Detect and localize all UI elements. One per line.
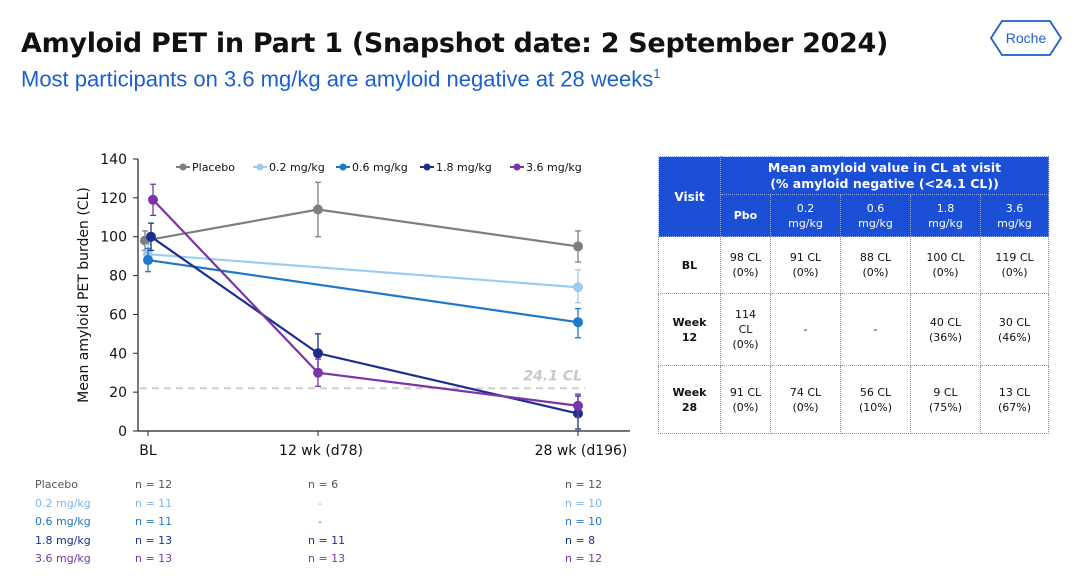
table-header-dose: Pbo <box>720 194 771 237</box>
data-point <box>148 194 158 205</box>
y-tick-label: 0 <box>118 424 127 440</box>
legend-swatch-marker <box>339 163 347 171</box>
n-count-value: n = 11 <box>135 515 173 528</box>
subtitle-footnote-ref: 1 <box>653 66 661 81</box>
table-cell: 91 CL (0%) <box>770 236 841 294</box>
data-point <box>143 255 153 266</box>
y-tick-label: 80 <box>109 269 127 285</box>
data-point <box>573 282 583 293</box>
roche-logo: Roche <box>990 20 1062 56</box>
y-tick-label: 140 <box>100 152 127 168</box>
table-cell: 91 CL (0%) <box>720 365 771 434</box>
legend-swatch-marker <box>179 163 187 171</box>
table-header-dose: 1.8 mg/kg <box>910 194 981 237</box>
series-line-2 <box>147 258 579 324</box>
y-tick-label: 20 <box>109 385 127 401</box>
n-count-group-label: Placebo <box>35 478 78 491</box>
table-row: Week 28 91 CL (0%) 74 CL (0%) 56 CL (10%) 9 CL (7… <box>658 365 1049 434</box>
data-point <box>313 348 323 359</box>
n-count-value: n = 11 <box>308 533 346 547</box>
table-cell: - <box>840 293 911 366</box>
table-row-visit: Week 12 <box>658 293 721 366</box>
n-count-group-label: 1.8 mg/kg <box>35 533 91 547</box>
n-count-group-label: 0.6 mg/kg <box>35 515 91 528</box>
table-cell: 9 CL (75%) <box>910 365 981 434</box>
n-count-value: n = 13 <box>135 533 173 547</box>
n-count-row: 0.6 mg/kg n = 11 - n = 10 <box>0 515 640 531</box>
page-subtitle: Most participants on 3.6 mg/kg are amylo… <box>21 66 660 92</box>
table-header-dose: 0.6 mg/kg <box>840 194 911 237</box>
n-count-group-label: 3.6 mg/kg <box>35 552 91 565</box>
series-line-0 <box>144 208 579 248</box>
table-row: BL 98 CL (0%) 91 CL (0%) 88 CL (0%) 100 CL (0%) 1… <box>658 236 1049 294</box>
legend-label: 0.6 mg/kg <box>352 161 408 174</box>
n-count-value: - <box>318 496 322 510</box>
table-cell: 13 CL (67%) <box>980 365 1049 434</box>
table-cell: 98 CL (0%) <box>720 236 771 294</box>
amyloid-pet-chart: 0 20 40 60 80 100 120 140 BL 12 wk (d78) 28 wk (d1… <box>76 152 630 459</box>
table-row: Week 12 114 CL (0%) - -40 CL (36%) 30 CL (46%) <box>658 293 1049 366</box>
y-tick-label: 100 <box>100 230 127 246</box>
n-count-group-label: 0.2 mg/kg <box>35 496 91 510</box>
roche-logo-hexagon <box>990 20 1062 56</box>
data-point <box>146 231 156 242</box>
n-count-value: n = 13 <box>135 552 173 565</box>
series-line-1 <box>147 253 579 289</box>
table-header-dose: 0.2 mg/kg <box>770 194 841 237</box>
n-count-value: n = 11 <box>135 496 173 510</box>
mean-amyloid-table: Visit Mean amyloid value in CL at visit (%… <box>658 156 1049 434</box>
legend-swatch-marker <box>513 163 521 171</box>
n-count-value: n = 12 <box>135 478 173 491</box>
table-cell: 88 CL (0%) <box>840 236 911 294</box>
n-count-row: Placebo n = 12 n = 6 n = 12 <box>0 478 640 494</box>
n-count-value: n = 12 <box>565 478 603 491</box>
y-tick-label: 120 <box>100 191 127 207</box>
threshold-label: 24.1 CL <box>523 368 582 384</box>
n-count-value: n = 6 <box>308 478 339 491</box>
subtitle-text: Most participants on 3.6 mg/kg are amylo… <box>21 66 654 92</box>
legend-label: 1.8 mg/kg <box>436 161 492 174</box>
table-cell: 30 CL (46%) <box>980 293 1049 366</box>
data-point <box>573 400 583 411</box>
table-cell: 40 CL (36%) <box>910 293 981 366</box>
data-point <box>573 241 583 252</box>
table-cell: 56 CL (10%) <box>840 365 911 434</box>
y-tick-label: 40 <box>109 346 127 362</box>
data-point <box>313 204 323 215</box>
page-title: Amyloid PET in Part 1 (Snapshot date: 2 … <box>21 28 889 59</box>
legend-label: 0.2 mg/kg <box>269 161 325 174</box>
data-point <box>573 317 583 328</box>
legend-label: Placebo <box>192 161 235 174</box>
n-count-value: - <box>318 515 322 528</box>
series-line-4 <box>152 199 579 407</box>
table-cell: 100 CL (0%) <box>910 236 981 294</box>
n-count-value: n = 8 <box>565 533 596 547</box>
table-header-visit: Visit <box>658 156 721 237</box>
y-tick-label: 60 <box>109 307 127 323</box>
data-point <box>313 367 323 378</box>
x-tick-label: 28 wk (d196) <box>535 443 628 459</box>
legend-swatch-marker <box>423 163 431 171</box>
n-count-value: n = 10 <box>565 496 603 510</box>
legend-swatch-marker <box>256 163 264 171</box>
n-count-row: 1.8 mg/kg n = 13 n = 11 n = 8 <box>0 534 640 550</box>
table-cell: - <box>770 293 841 366</box>
roche-logo-text: Roche <box>1006 30 1047 46</box>
table-cell: 119 CL (0%) <box>980 236 1049 294</box>
x-tick-label: BL <box>139 443 157 459</box>
n-count-value: n = 13 <box>308 552 346 565</box>
n-count-row: 0.2 mg/kg n = 11 - n = 10 <box>0 497 640 513</box>
x-tick-label: 12 wk (d78) <box>279 443 363 459</box>
y-axis-title: Mean amyloid PET burden (CL) <box>76 187 92 403</box>
table-header-group: Mean amyloid value in CL at visit (% amyl… <box>720 156 1049 195</box>
table-cell: 74 CL (0%) <box>770 365 841 434</box>
table-header-dose: 3.6 mg/kg <box>980 194 1049 237</box>
table-row-visit: BL <box>658 236 721 294</box>
n-count-row: 3.6 mg/kg n = 13 n = 13 n = 12 <box>0 552 640 568</box>
table-row-visit: Week 28 <box>658 365 721 434</box>
legend-label: 3.6 mg/kg <box>526 161 582 174</box>
n-count-value: n = 12 <box>565 552 603 565</box>
table-cell: 114 CL (0%) <box>720 293 771 366</box>
n-count-value: n = 10 <box>565 515 603 528</box>
